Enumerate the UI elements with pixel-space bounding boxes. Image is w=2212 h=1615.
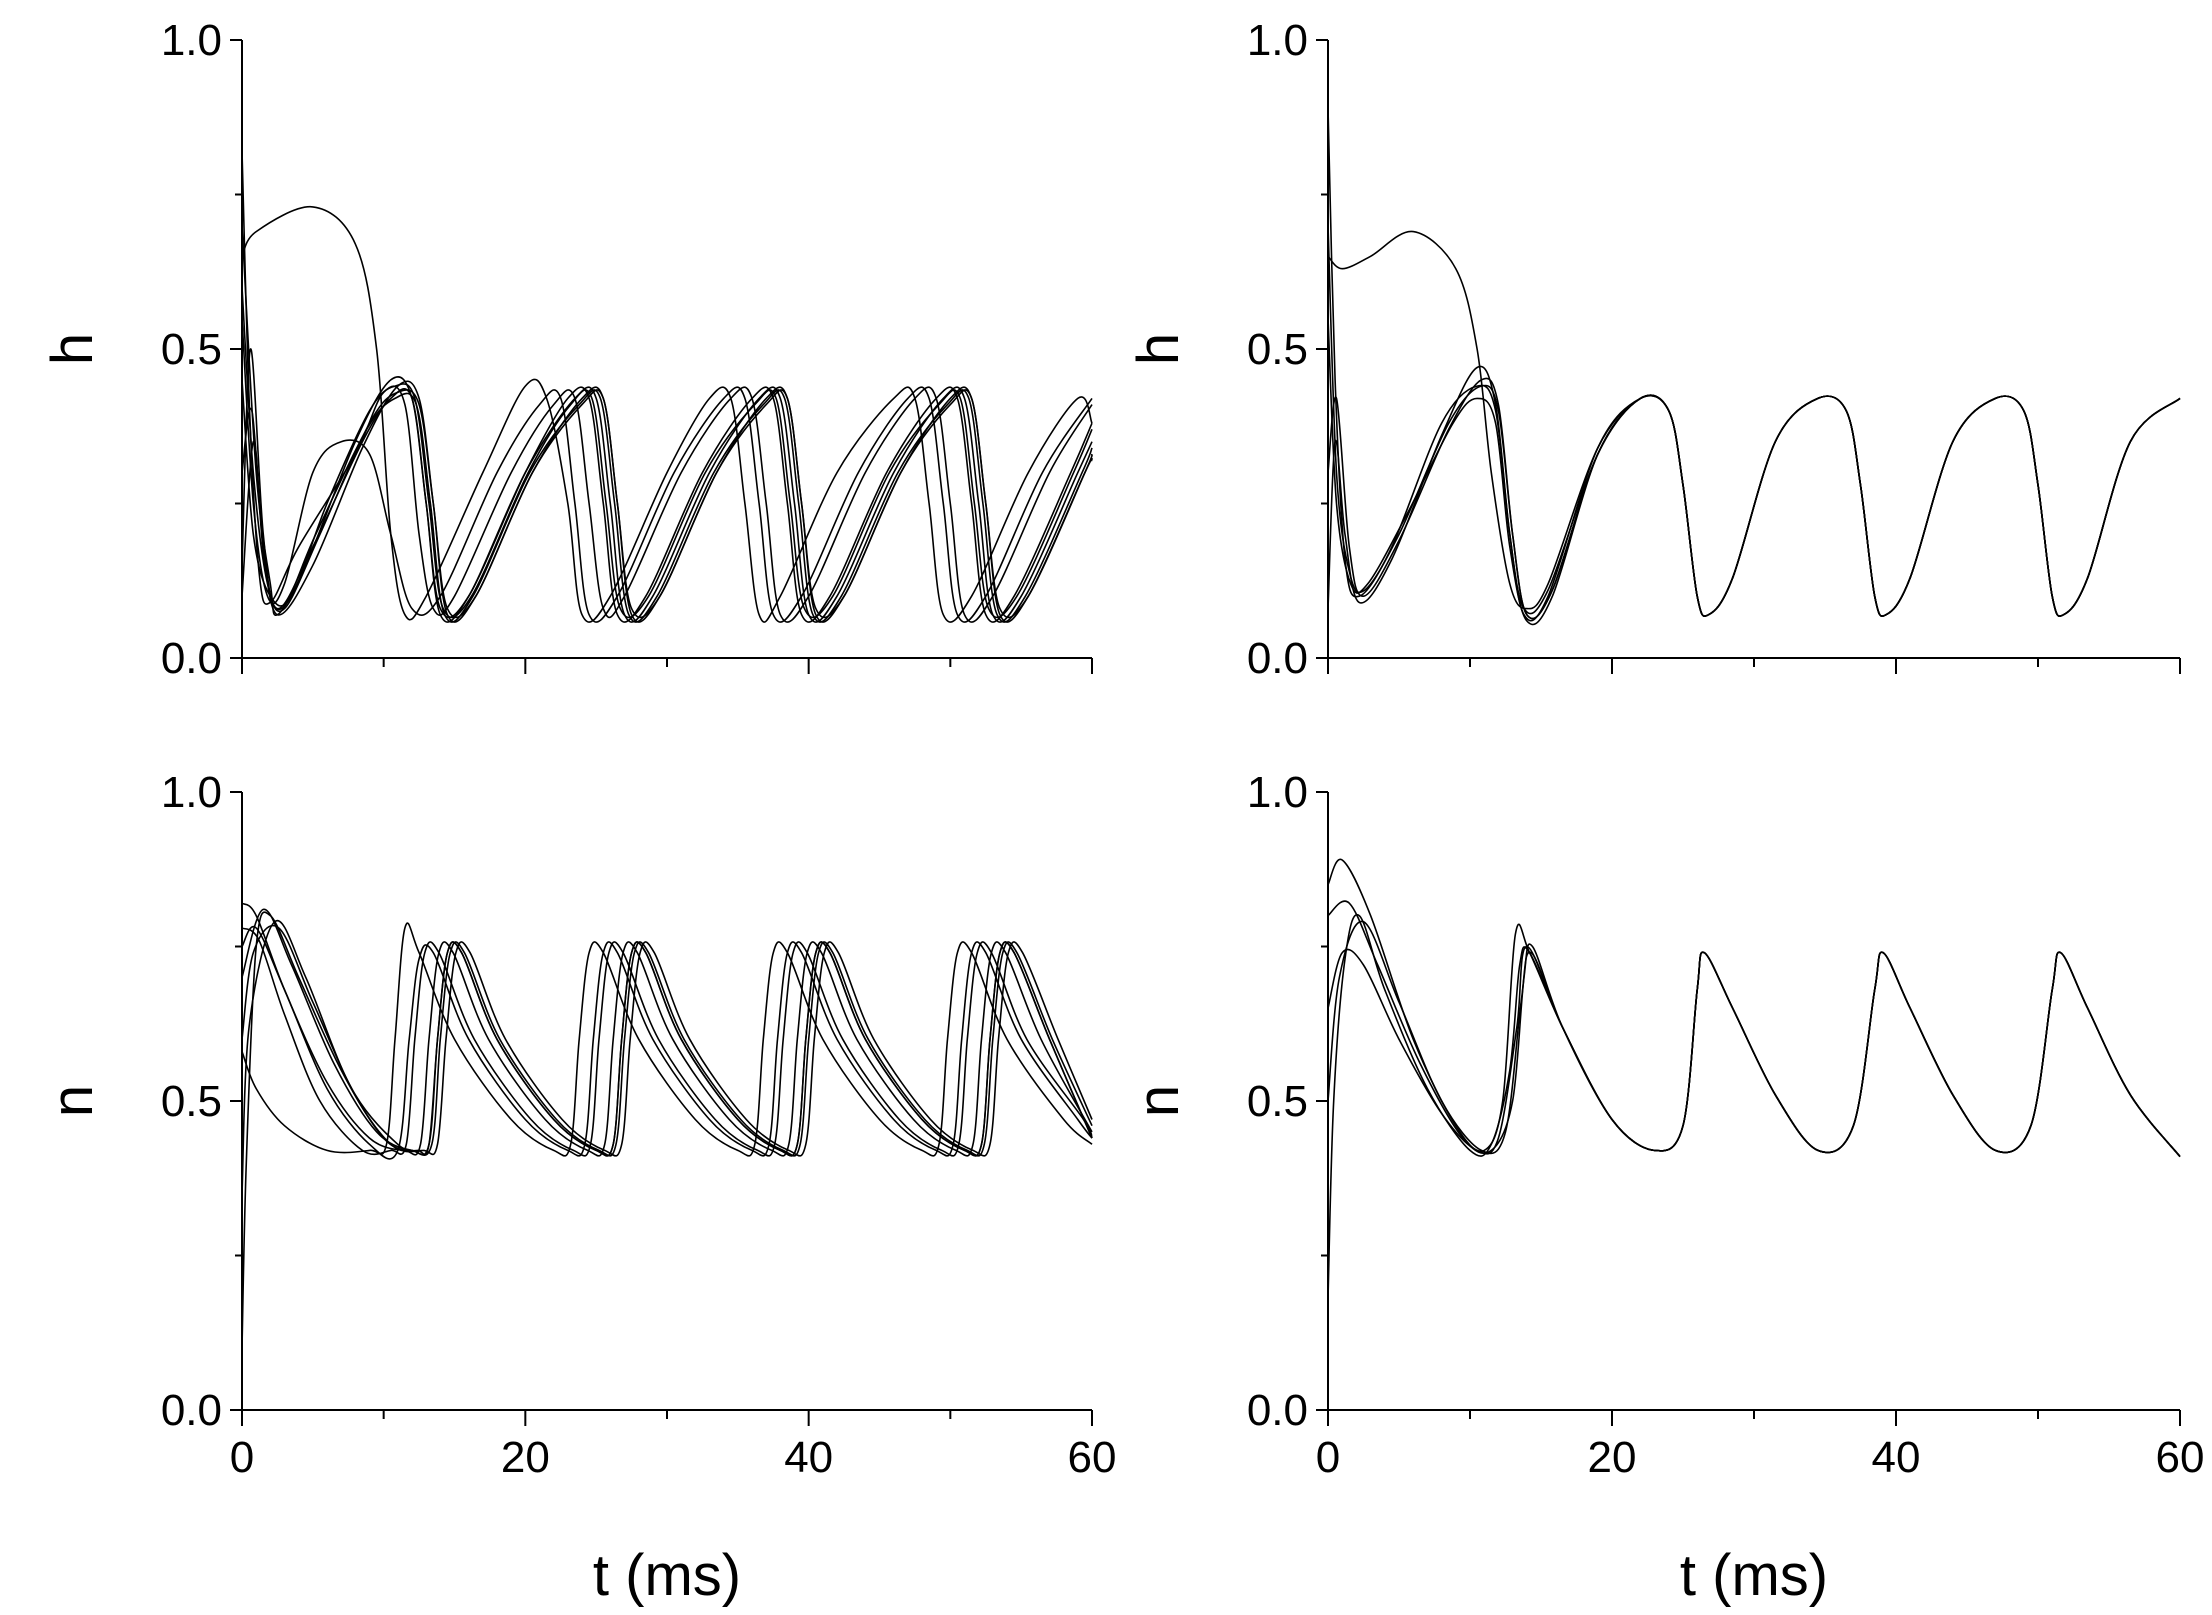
x-tick-label: 40 [784, 1433, 833, 1482]
tick-group [1316, 791, 2181, 1426]
series-line [241, 927, 1093, 1157]
series-line [241, 925, 1093, 1160]
x-tick-label: 40 [1872, 1433, 1921, 1482]
x-tick-label: 60 [1068, 1433, 1117, 1482]
series-line [241, 924, 1093, 1157]
y-tick-label: 0.0 [161, 634, 222, 683]
series-line [241, 922, 1093, 1157]
y-tick-label: 0.0 [1247, 634, 1308, 683]
y-tick-label: 1.0 [1247, 16, 1308, 65]
y-tick-label: 1.0 [161, 16, 222, 65]
series-line [241, 206, 1093, 623]
x-tick-label: 20 [1588, 1433, 1637, 1482]
tick-group [1316, 39, 2181, 674]
series-line [241, 389, 1093, 623]
x-tick-label: 60 [2156, 1433, 2205, 1482]
series-group [241, 902, 1093, 1349]
y-tick-label: 1.0 [1247, 768, 1308, 817]
series-line [1327, 377, 2181, 620]
y-tick-label: 0.5 [1247, 1077, 1308, 1126]
y-tick-label: 0.5 [161, 325, 222, 374]
panel-bottom-left: 0.0 0.5 1.0 0 20 40 60 n t (ms) [40, 768, 1116, 1608]
panel-top-right: 0.0 0.5 1.0 h [1126, 16, 2181, 683]
tick-group [230, 39, 1093, 674]
tick-group [230, 791, 1093, 1426]
y-tick-label: 0.5 [161, 1077, 222, 1126]
series-line [241, 902, 1093, 1157]
series-line [241, 225, 1093, 623]
series-line [241, 908, 1093, 1157]
y-tick-label: 0.0 [1247, 1386, 1308, 1435]
y-axis-label: n [40, 1085, 105, 1117]
series-line [241, 287, 1093, 619]
series-group [1327, 107, 2181, 626]
y-axis-label: h [40, 333, 105, 365]
series-group [241, 151, 1093, 623]
panel-top-left: 0.0 0.5 1.0 h [40, 16, 1093, 683]
y-tick-label: 1.0 [161, 768, 222, 817]
panel-bottom-right: 0.0 0.5 1.0 0 20 40 60 n t (ms) [1126, 768, 2204, 1608]
y-axis-label: n [1126, 1085, 1191, 1117]
x-tick-label: 20 [501, 1433, 550, 1482]
series-line [1327, 920, 2181, 1158]
x-axis-label: t (ms) [593, 1543, 741, 1608]
x-axis-label: t (ms) [1680, 1543, 1828, 1608]
y-tick-label: 0.0 [161, 1386, 222, 1435]
y-tick-label: 0.5 [1247, 325, 1308, 374]
x-tick-label: 0 [230, 1433, 254, 1482]
x-tick-label: 0 [1316, 1433, 1340, 1482]
series-line [241, 379, 1093, 619]
series-group [1327, 858, 2181, 1299]
y-axis-label: h [1126, 333, 1191, 365]
